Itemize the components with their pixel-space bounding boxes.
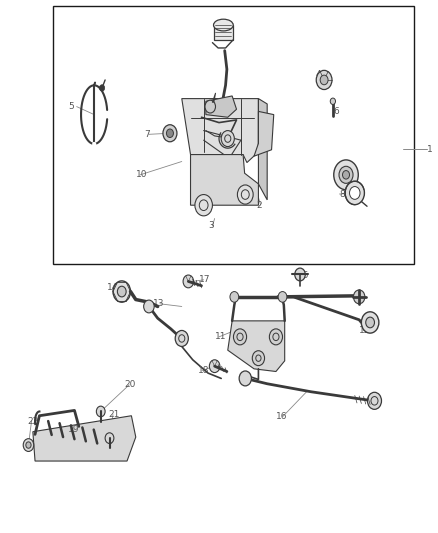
Text: 8: 8 xyxy=(339,190,345,198)
Circle shape xyxy=(316,70,332,90)
Text: 15: 15 xyxy=(298,271,309,280)
Polygon shape xyxy=(254,111,274,156)
Circle shape xyxy=(117,286,126,297)
Text: 10: 10 xyxy=(136,171,147,179)
Circle shape xyxy=(96,406,105,417)
Text: 11: 11 xyxy=(215,333,226,341)
Circle shape xyxy=(113,281,131,302)
Circle shape xyxy=(330,98,336,104)
Circle shape xyxy=(345,181,364,205)
Circle shape xyxy=(221,131,234,147)
Text: 3: 3 xyxy=(208,222,214,230)
Circle shape xyxy=(237,185,253,204)
Text: 12: 12 xyxy=(359,326,371,335)
Circle shape xyxy=(23,439,34,451)
Circle shape xyxy=(99,85,105,91)
Ellipse shape xyxy=(214,19,233,31)
Text: 20: 20 xyxy=(125,381,136,389)
Text: 5: 5 xyxy=(68,102,74,111)
Text: 18: 18 xyxy=(198,366,209,375)
Text: 22: 22 xyxy=(27,417,39,425)
Circle shape xyxy=(209,360,220,373)
Polygon shape xyxy=(182,99,258,163)
Circle shape xyxy=(361,312,379,333)
Bar xyxy=(53,6,414,264)
Circle shape xyxy=(239,371,251,386)
Circle shape xyxy=(233,329,247,345)
Circle shape xyxy=(166,129,173,138)
Circle shape xyxy=(269,329,283,345)
Circle shape xyxy=(353,290,365,304)
Circle shape xyxy=(366,317,374,328)
Polygon shape xyxy=(228,321,285,372)
Text: 6: 6 xyxy=(333,108,339,116)
Text: 2: 2 xyxy=(256,201,262,209)
Text: 7: 7 xyxy=(145,130,150,139)
Polygon shape xyxy=(33,416,136,461)
Polygon shape xyxy=(191,155,258,205)
Circle shape xyxy=(320,75,328,85)
Circle shape xyxy=(183,275,194,288)
Circle shape xyxy=(343,171,350,179)
Text: 9: 9 xyxy=(334,171,339,179)
Circle shape xyxy=(163,125,177,142)
Text: 13: 13 xyxy=(153,300,165,308)
Circle shape xyxy=(144,300,154,313)
Circle shape xyxy=(195,195,212,216)
Text: 17: 17 xyxy=(199,276,211,284)
Circle shape xyxy=(367,392,381,409)
Text: 4: 4 xyxy=(315,70,321,79)
Circle shape xyxy=(334,160,358,190)
Text: 1: 1 xyxy=(427,145,433,154)
Circle shape xyxy=(175,330,188,346)
Circle shape xyxy=(26,442,31,448)
Text: 19: 19 xyxy=(68,425,79,433)
Polygon shape xyxy=(258,99,267,200)
Circle shape xyxy=(339,166,353,183)
Circle shape xyxy=(350,187,360,199)
Circle shape xyxy=(105,433,114,443)
Bar xyxy=(214,25,233,40)
Text: 21: 21 xyxy=(109,410,120,419)
Text: 14: 14 xyxy=(107,284,119,292)
Text: 16: 16 xyxy=(276,413,287,421)
Polygon shape xyxy=(206,96,237,117)
Circle shape xyxy=(230,292,239,302)
Circle shape xyxy=(295,268,305,281)
Circle shape xyxy=(205,100,215,113)
Circle shape xyxy=(278,292,287,302)
Circle shape xyxy=(252,351,265,366)
